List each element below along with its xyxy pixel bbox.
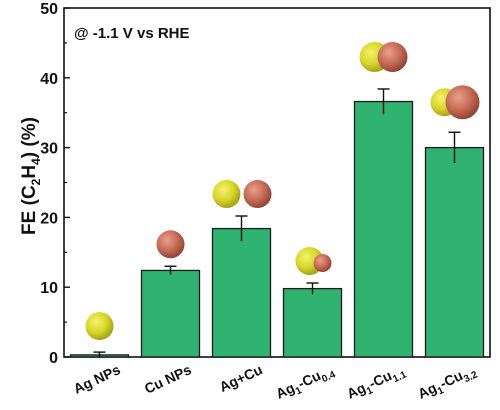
- y-axis-label-sub1: 2: [28, 178, 43, 186]
- x-tick-label: Ag NPs: [71, 361, 123, 397]
- x-tick-label-sub: 1: [436, 385, 446, 398]
- bar: [140, 269, 201, 358]
- bars: [69, 100, 485, 358]
- y-tick-label: 20: [40, 210, 58, 227]
- x-tick-label-main: Ag NPs: [71, 361, 123, 397]
- y-ticks: 0 10 20 30 40 50: [40, 1, 70, 367]
- x-tick-label: Ag+Cu: [217, 361, 265, 395]
- y-axis-label-prefix: FE (C: [19, 185, 40, 235]
- x-tick-label-main: Cu NPs: [142, 361, 194, 397]
- y-axis-label-sub2: 4: [28, 158, 43, 165]
- y-tick-label: 10: [40, 280, 58, 297]
- y-axis-label-suffix: ) (%): [19, 117, 40, 159]
- x-tick-label: Cu NPs: [142, 361, 194, 397]
- cu-particle-icon: [445, 85, 480, 120]
- cu-particle-icon: [156, 230, 185, 259]
- nanoparticle-illustrations: [85, 41, 480, 341]
- x-tick-label-mid: -Cu: [437, 367, 465, 391]
- x-tick-labels: Ag NPs Cu NPs Ag+Cu Ag1-Cu0.4Ag1-Cu1.1Ag1-C…: [71, 361, 480, 405]
- x-tick-label: Ag1-Cu1.1: [344, 361, 409, 405]
- error-bars: [93, 88, 461, 358]
- y-tick-label: 30: [40, 141, 58, 158]
- y-tick-label: 40: [40, 71, 58, 88]
- x-tick-label: Ag1-Cu3.2: [415, 361, 480, 405]
- x-tick-label-main: Ag: [415, 379, 439, 401]
- x-tick-label-main: Ag: [273, 379, 297, 401]
- ag-particle-icon: [212, 180, 241, 209]
- y-tick-label: 50: [40, 1, 58, 18]
- x-tick-label-mid: -Cu: [295, 367, 323, 391]
- bar: [211, 227, 272, 358]
- y-axis-label-mid: H: [19, 164, 40, 179]
- cu-particle-icon: [243, 180, 272, 209]
- x-tick-label-main: Ag: [344, 379, 368, 401]
- y-tick-label: 0: [49, 350, 58, 367]
- bar: [353, 100, 414, 358]
- y-axis-label: FE (C2H4) (%): [19, 106, 43, 246]
- bar: [282, 287, 343, 358]
- cu-particle-icon: [377, 41, 408, 72]
- annotation: @ -1.1 V vs RHE: [74, 25, 190, 42]
- x-tick-label-sub: 1: [365, 385, 375, 398]
- x-tick-label-mid: -Cu: [366, 367, 394, 391]
- x-tick-label-sub: 1: [294, 385, 304, 398]
- x-tick-label-main: Ag+Cu: [217, 361, 265, 395]
- x-tick-label-sub: 0.4: [320, 369, 338, 385]
- cu-particle-icon: [313, 254, 332, 273]
- x-tick-label-sub: 1.1: [391, 369, 409, 385]
- ag-particle-icon: [85, 312, 114, 341]
- x-tick-label: Ag1-Cu0.4: [273, 361, 338, 405]
- x-tick-label-sub: 3.2: [462, 369, 480, 385]
- bar: [424, 146, 485, 358]
